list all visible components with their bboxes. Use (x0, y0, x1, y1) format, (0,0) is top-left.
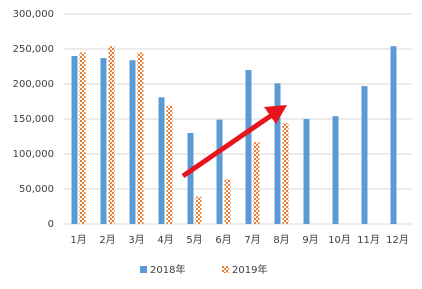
x-tick-label: 4月 (157, 234, 173, 246)
bar (274, 83, 281, 224)
bar (79, 52, 86, 224)
x-tick-label: 5月 (186, 234, 202, 246)
bar (216, 119, 223, 224)
bar (390, 46, 397, 225)
bar (282, 123, 289, 224)
bar (332, 116, 339, 224)
x-tick-label: 9月 (302, 234, 318, 246)
x-tick-label: 10月 (328, 234, 351, 246)
bar (253, 142, 260, 224)
legend-label: 2018年 (150, 263, 185, 276)
bar (108, 46, 115, 225)
y-tick-label: 0 (48, 219, 54, 230)
bar (303, 119, 310, 224)
bar (71, 56, 78, 224)
x-tick-label: 8月 (273, 234, 289, 246)
y-tick-label: 250,000 (13, 44, 54, 55)
bar (245, 70, 252, 224)
bar (187, 133, 194, 224)
y-tick-label: 100,000 (13, 149, 54, 160)
x-tick-label: 11月 (357, 234, 380, 246)
x-tick-label: 2月 (99, 234, 115, 246)
x-tick-label: 7月 (244, 234, 260, 246)
x-tick-label: 3月 (128, 234, 144, 246)
legend-label: 2019年 (232, 263, 267, 276)
bar (137, 52, 144, 224)
trend-arrow (181, 105, 287, 179)
bar (129, 60, 136, 225)
y-tick-label: 200,000 (13, 79, 54, 90)
x-tick-label: 6月 (215, 234, 231, 246)
y-tick-label: 150,000 (13, 114, 54, 125)
legend-swatch (222, 266, 229, 273)
bar (158, 97, 165, 224)
bar (195, 196, 202, 224)
bar (166, 105, 173, 224)
bar (224, 179, 231, 224)
y-tick-label: 300,000 (13, 9, 54, 20)
x-tick-label: 12月 (386, 234, 409, 246)
bar (100, 58, 107, 224)
bar (361, 86, 368, 224)
x-tick-label: 1月 (70, 234, 86, 246)
y-tick-label: 50,000 (19, 184, 54, 195)
legend-swatch (140, 266, 147, 273)
